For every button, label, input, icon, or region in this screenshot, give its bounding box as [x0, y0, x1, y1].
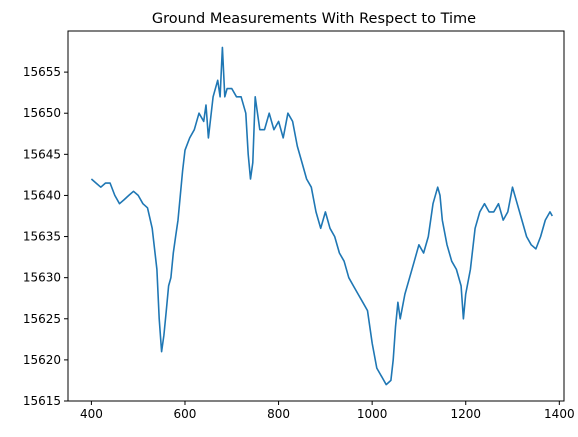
y-tick-label: 15625: [23, 312, 61, 326]
plot-area-frame: [67, 30, 565, 402]
y-tick-label: 15640: [23, 188, 61, 202]
y-tick-label: 15615: [23, 394, 61, 408]
x-tick-label: 600: [174, 407, 197, 421]
y-tick-label: 15645: [23, 147, 61, 161]
y-tick-label: 15655: [23, 65, 61, 79]
y-tick-label: 15635: [23, 230, 61, 244]
y-tick-label: 15620: [23, 353, 61, 367]
x-tick-label: 1200: [450, 407, 481, 421]
chart-title: Ground Measurements With Respect to Time: [152, 11, 476, 27]
x-tick-label: 800: [267, 407, 290, 421]
x-tick-label: 400: [80, 407, 103, 421]
series-line-0: [90, 46, 553, 386]
x-tick-label: 1000: [357, 407, 388, 421]
y-tick-label: 15630: [23, 271, 61, 285]
x-tick-label: 1400: [544, 407, 575, 421]
y-tick-label: 15650: [23, 106, 61, 120]
